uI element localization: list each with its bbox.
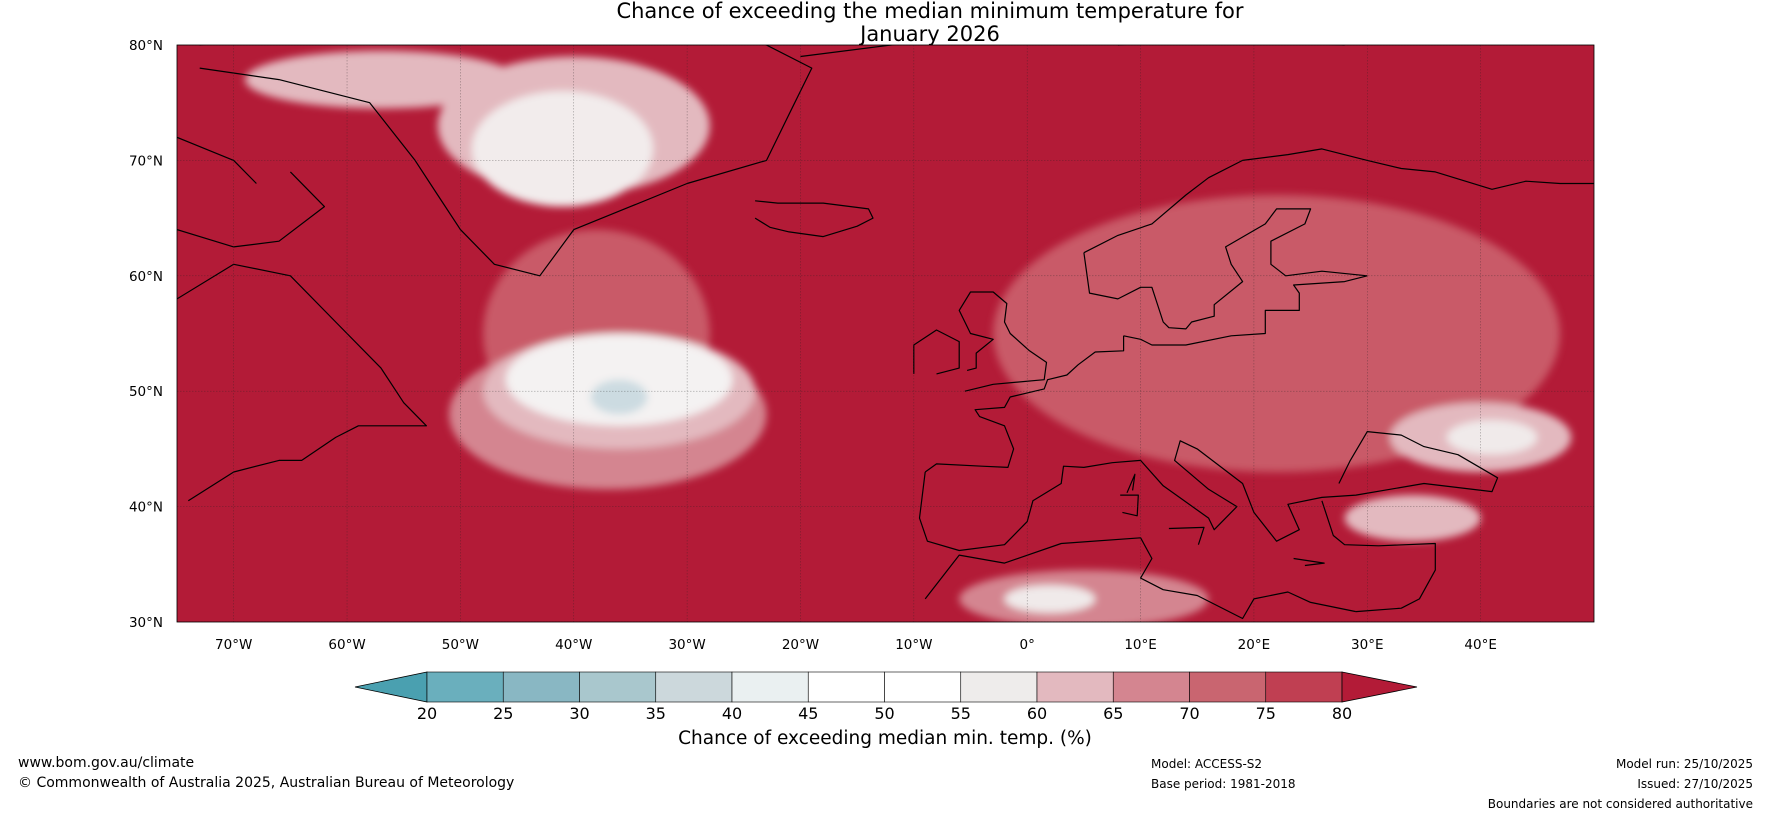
- colorbar-segment: [655, 671, 733, 703]
- coastline-segment: [1126, 473, 1136, 494]
- region-europe-land: [993, 195, 1560, 472]
- coastline-segment: [1083, 148, 1594, 254]
- colorbar-segment: [1036, 671, 1114, 703]
- colorbar-extend-high: [1341, 671, 1418, 703]
- lon-label: 60°W: [328, 637, 365, 653]
- coastline-segment: [913, 329, 960, 375]
- region-atlantic-core: [590, 379, 648, 415]
- lat-label: 60°N: [129, 269, 163, 285]
- coastline-segment: [177, 263, 427, 502]
- colorbar-segment: [1265, 671, 1343, 703]
- region-greenland-core: [471, 91, 654, 207]
- lon-label: 40°W: [555, 637, 592, 653]
- region-davis-strait: [245, 50, 518, 109]
- lon-label: 20°E: [1238, 637, 1270, 653]
- footer-issued: Issued: 27/10/2025: [1637, 777, 1753, 791]
- coastline-segment: [1168, 526, 1205, 545]
- region-east-core: [1446, 420, 1538, 455]
- colorbar-segment: [1112, 671, 1190, 703]
- colorbar-segment: [884, 671, 962, 703]
- colorbar-segment: [807, 671, 885, 703]
- lon-label: 30°E: [1351, 637, 1383, 653]
- lat-label: 30°N: [129, 615, 163, 631]
- lat-label: 50°N: [129, 384, 163, 400]
- lon-label: 20°W: [782, 637, 819, 653]
- footer-base-period: Base period: 1981-2018: [1151, 777, 1296, 791]
- colorbar-label: Chance of exceeding median min. temp. (%…: [678, 728, 1092, 749]
- lat-label: 40°N: [129, 500, 163, 516]
- colorbar-extend-low: [354, 671, 428, 703]
- probability-regions: [245, 50, 1572, 622]
- latitude-labels: 80°N 70°N 60°N 50°N 40°N 30°N: [129, 38, 163, 631]
- colorbar-tick-label: 45: [798, 704, 818, 723]
- coastline-segment: [800, 45, 896, 58]
- coastline-segment: [177, 171, 325, 248]
- colorbar-tick-label: 35: [646, 704, 666, 723]
- colorbar-tick-label: 30: [569, 704, 589, 723]
- lat-label: 80°N: [129, 38, 163, 54]
- colorbar-tick-label: 80: [1332, 704, 1352, 723]
- map-plot-area: [177, 45, 1594, 622]
- footer-model-run: Model run: 25/10/2025: [1615, 757, 1753, 771]
- footer-boundaries-note: Boundaries are not considered authoritat…: [1487, 797, 1753, 811]
- coastline-segment: [1321, 500, 1436, 613]
- coastline-segment: [918, 431, 1499, 552]
- coastline-segment: [199, 45, 813, 277]
- colorbar-tick-label: 20: [417, 704, 437, 723]
- lon-label: 0°: [1020, 637, 1035, 653]
- footer-model: Model: ACCESS-S2: [1151, 757, 1263, 771]
- lon-label: 10°E: [1124, 637, 1156, 653]
- colorbar-segment: [960, 671, 1038, 703]
- colorbar-segment: [502, 671, 580, 703]
- colorbar-tick-label: 40: [722, 704, 742, 723]
- map-title-line2: January 2026: [860, 22, 1000, 46]
- colorbar-segment: [731, 671, 809, 703]
- map-frame: [176, 44, 1595, 623]
- lon-label: 30°W: [668, 637, 705, 653]
- colorbar-tick-label: 60: [1027, 704, 1047, 723]
- lon-label: 40°E: [1464, 637, 1496, 653]
- footer-copyright: © Commonwealth of Australia 2025, Austra…: [18, 775, 515, 791]
- lon-label: 50°W: [442, 637, 479, 653]
- colorbar-segment: [426, 671, 504, 703]
- lat-label: 70°N: [129, 153, 163, 169]
- coastline-segment: [1293, 557, 1325, 567]
- map-title: Chance of exceeding the median minimum t…: [0, 0, 1770, 46]
- colorbar-tick-label: 70: [1179, 704, 1199, 723]
- coastline-segment: [924, 335, 1125, 473]
- region-sahara-patch: [1004, 585, 1096, 613]
- coastline-segment: [1120, 494, 1139, 517]
- colorbar-tick-label: 25: [493, 704, 513, 723]
- coastline-segment: [754, 200, 874, 238]
- colorbar-tick-label: 55: [951, 704, 971, 723]
- colorbar-segment: [579, 671, 657, 703]
- coastline-segment: [924, 537, 1357, 620]
- coastline-segment: [1083, 208, 1368, 330]
- footer-website: www.bom.gov.au/climate: [18, 755, 195, 771]
- colorbar: 20 25 30 35 40 45 50 55 60 65 70 75 80: [354, 671, 1418, 723]
- colorbar-tick-label: 50: [874, 704, 894, 723]
- coastline-segment: [958, 291, 1048, 392]
- region-anatolia: [1344, 495, 1481, 542]
- coastline-segment: [1123, 275, 1368, 346]
- gridlines: [177, 45, 1594, 622]
- longitude-labels: 70°W 60°W 50°W 40°W 30°W 20°W 10°W 0° 10°E 20°E 30…: [215, 637, 1497, 653]
- colorbar-segment: [1189, 671, 1267, 703]
- map-title-line1: Chance of exceeding the median minimum t…: [616, 0, 1244, 23]
- colorbar-tick-label: 75: [1256, 704, 1276, 723]
- coastline-segment: [1117, 45, 1345, 46]
- lon-label: 70°W: [215, 637, 252, 653]
- colorbar-tick-label: 65: [1103, 704, 1123, 723]
- lon-label: 10°W: [895, 637, 932, 653]
